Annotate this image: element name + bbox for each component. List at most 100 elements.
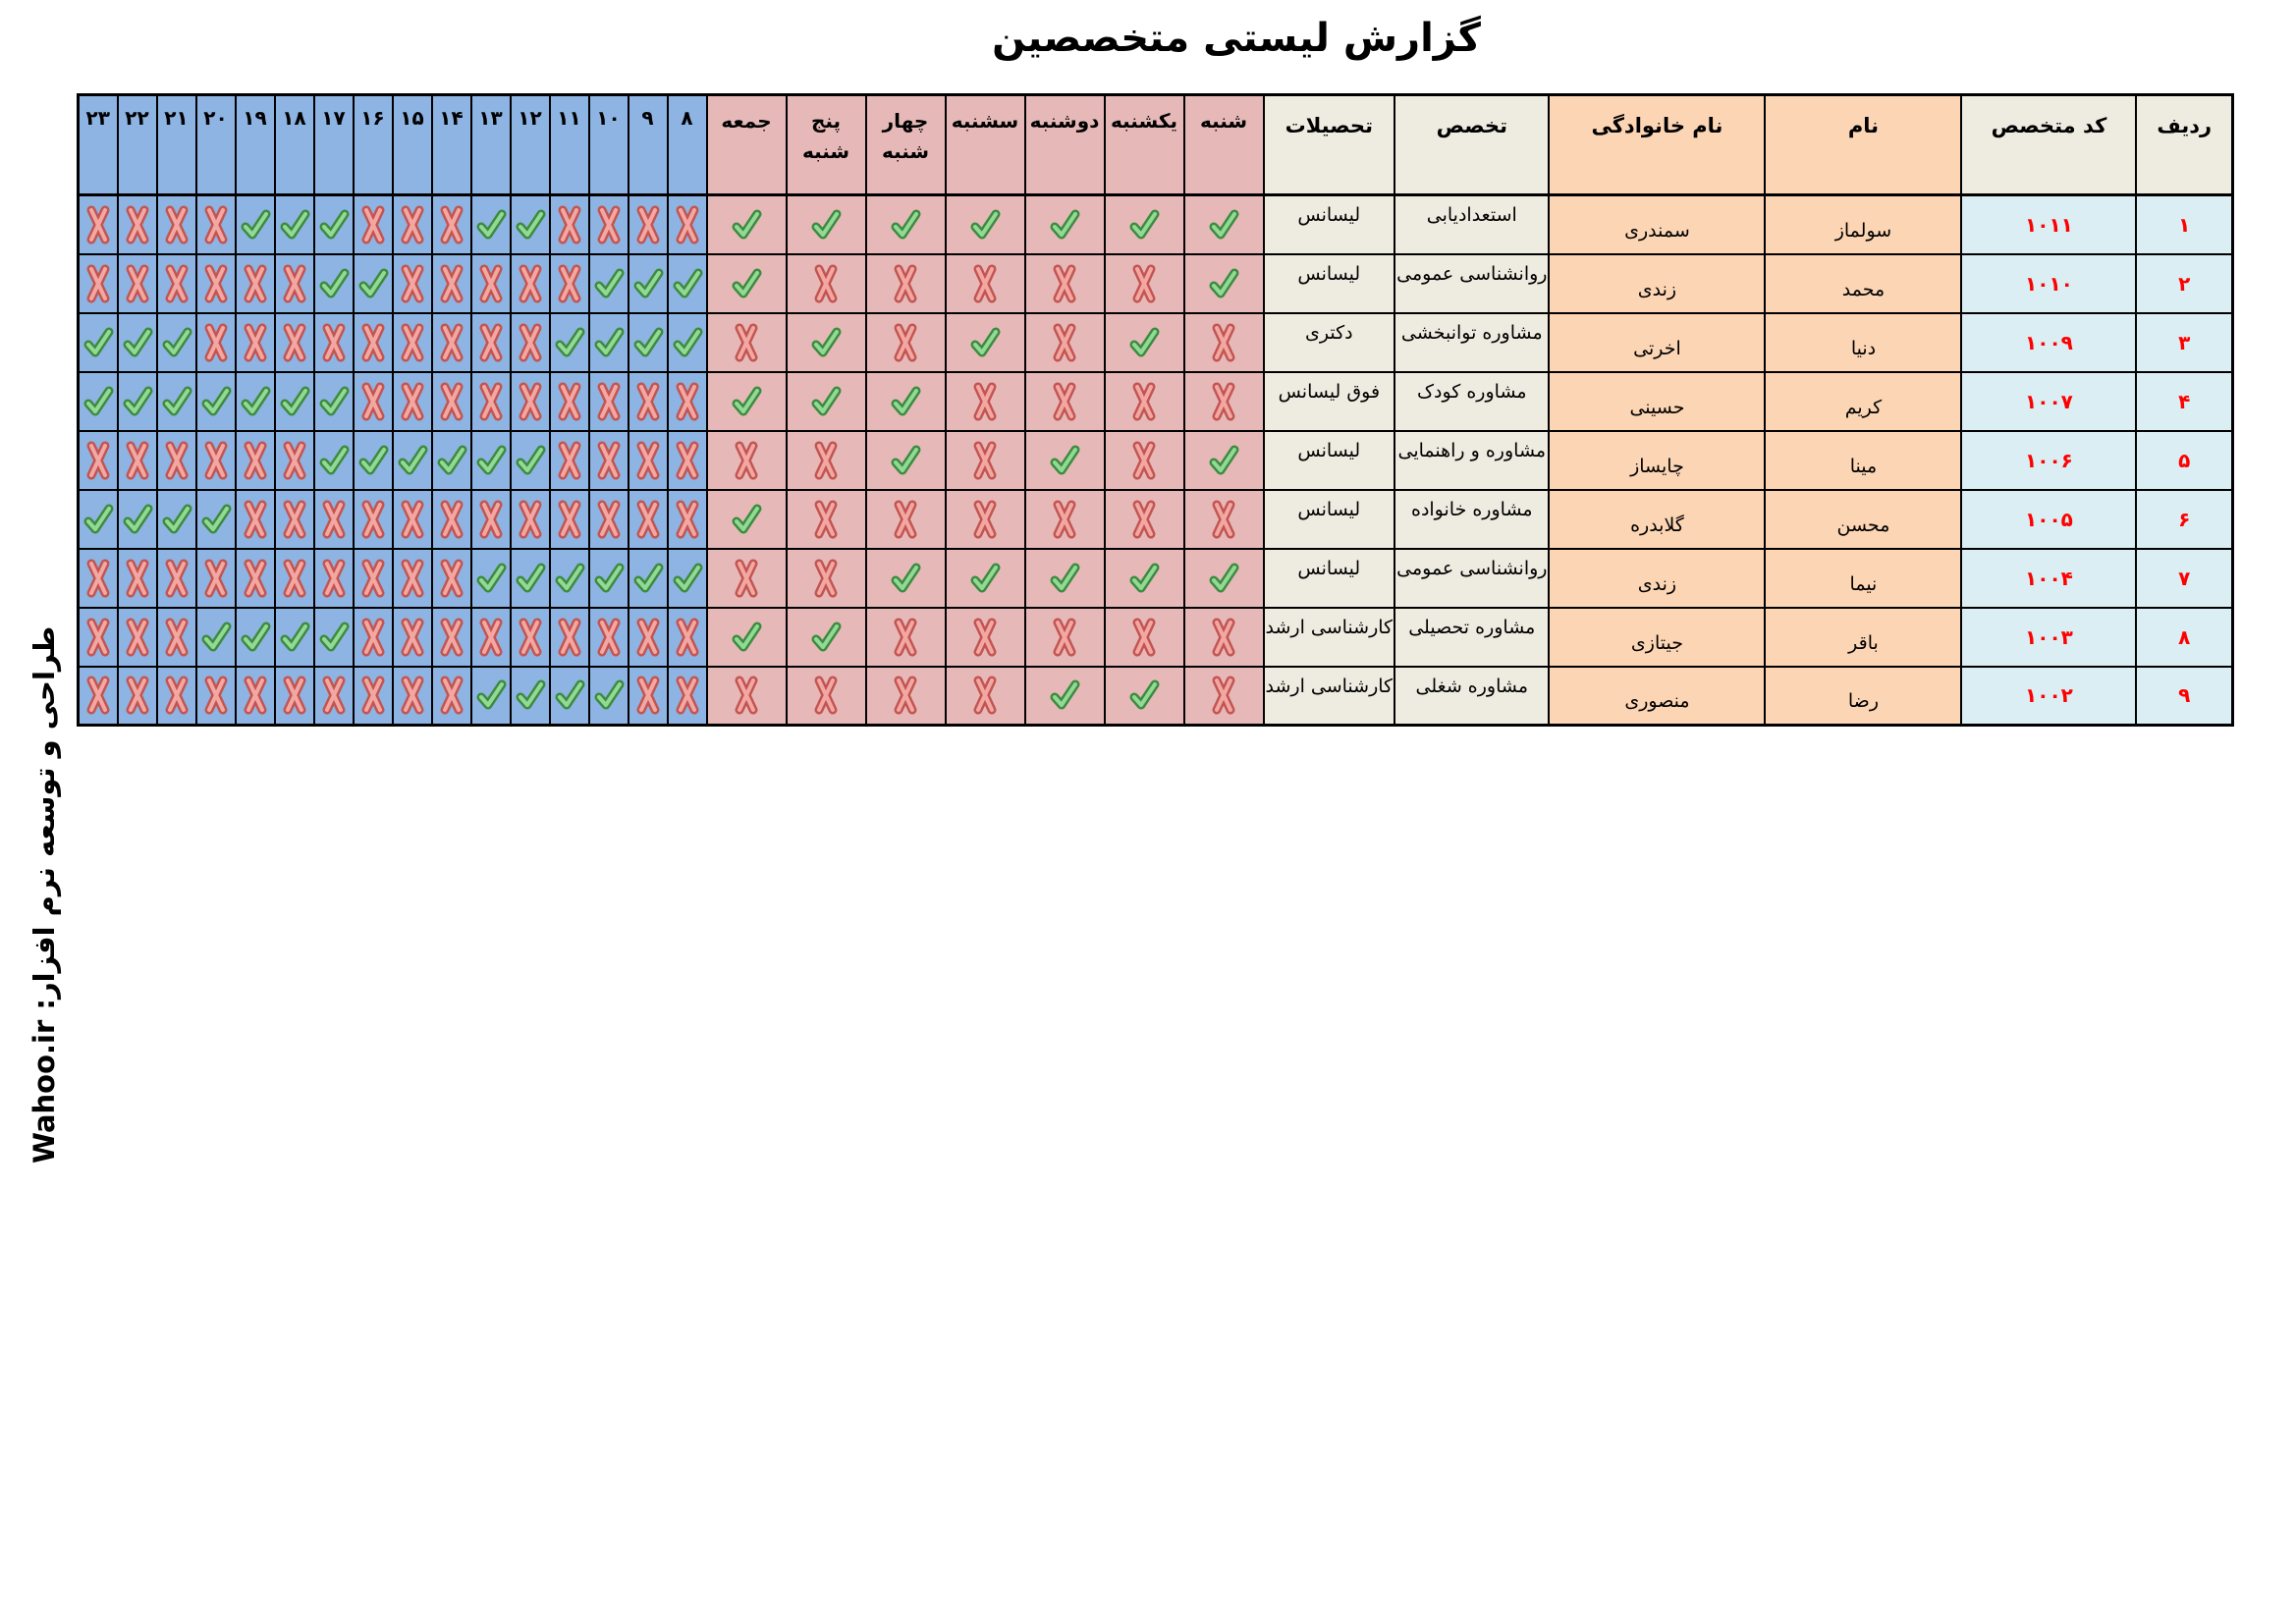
check-icon — [673, 268, 702, 298]
first-name-cell: نیما — [1764, 547, 1963, 609]
hour-availability-cell — [627, 665, 669, 727]
day-availability-cell — [1182, 665, 1265, 727]
cross-icon — [558, 264, 580, 302]
check-icon — [1209, 563, 1239, 592]
hour-column-header: ۱۶ — [352, 93, 394, 196]
hour-availability-cell — [116, 665, 158, 727]
check-icon — [970, 209, 1001, 240]
day-availability-cell — [1103, 606, 1185, 668]
hour-availability-cell — [391, 488, 433, 550]
specialists-report-table: ردیف کد متخصص نام نام خانوادگی تخصص تحصی… — [77, 93, 2234, 727]
first-name-cell: کریم — [1764, 370, 1963, 432]
cross-icon — [735, 676, 758, 715]
row-index-cell: ۳ — [2135, 311, 2234, 373]
hour-availability-cell — [430, 488, 472, 550]
day-availability-cell — [785, 606, 867, 668]
cross-icon — [973, 264, 997, 302]
hour-availability-cell — [509, 311, 551, 373]
cross-icon — [283, 323, 305, 361]
day-availability-cell — [864, 665, 947, 727]
specialist-code-cell: ۱۰۱۰ — [1960, 252, 2138, 314]
cross-icon — [519, 264, 541, 302]
specialist-row: ۵ ۱۰۰۶ مینا چایساز مشاوره و راهنمایی لیسانس — [77, 429, 2234, 491]
check-icon — [594, 679, 624, 710]
cross-icon — [1132, 264, 1156, 302]
hour-availability-cell — [509, 193, 551, 255]
cross-icon — [361, 382, 384, 420]
cross-icon — [322, 500, 345, 538]
cross-icon — [1132, 500, 1156, 538]
hour-availability-cell — [77, 429, 119, 491]
check-icon — [633, 268, 663, 298]
cross-icon — [401, 676, 423, 715]
check-icon — [83, 386, 114, 415]
day-availability-cell — [1023, 547, 1106, 609]
specialist-code-cell: ۱۰۰۴ — [1960, 547, 2138, 609]
check-icon — [555, 563, 584, 592]
hour-availability-cell — [666, 311, 708, 373]
cross-icon — [244, 264, 266, 302]
hour-availability-cell — [430, 606, 472, 668]
hour-availability-cell — [469, 311, 512, 373]
check-icon — [1129, 679, 1160, 710]
cross-icon — [361, 559, 384, 597]
cross-icon — [401, 382, 423, 420]
hour-availability-cell — [352, 370, 394, 432]
cross-icon — [973, 382, 997, 420]
hour-column-header: ۱۳ — [469, 93, 512, 196]
hour-availability-cell — [391, 606, 433, 668]
hour-availability-cell — [509, 547, 551, 609]
hour-availability-cell — [352, 547, 394, 609]
cross-icon — [361, 676, 384, 715]
hour-column-header: ۱۱ — [548, 93, 590, 196]
hour-column-header: ۹ — [627, 93, 669, 196]
cross-icon — [894, 676, 917, 715]
last-name-cell: منصوری — [1548, 665, 1767, 727]
hour-availability-cell — [116, 606, 158, 668]
day-availability-cell — [1182, 370, 1265, 432]
cross-icon — [86, 264, 110, 302]
cross-icon — [676, 618, 698, 656]
cross-icon — [401, 500, 423, 538]
day-availability-cell — [785, 547, 867, 609]
cross-icon — [636, 676, 659, 715]
cross-icon — [322, 676, 345, 715]
hour-availability-cell — [312, 252, 355, 314]
check-icon — [358, 268, 388, 298]
check-icon — [476, 563, 506, 592]
day-availability-cell — [1103, 429, 1185, 491]
hour-availability-cell — [587, 665, 629, 727]
day-availability-cell — [1023, 193, 1106, 255]
hour-availability-cell — [509, 665, 551, 727]
hour-column-header: ۱۲ — [509, 93, 551, 196]
day-availability-cell — [785, 429, 867, 491]
hour-column-header: ۱۸ — [273, 93, 315, 196]
cross-icon — [283, 559, 305, 597]
cross-icon — [814, 500, 838, 538]
hour-availability-cell — [587, 488, 629, 550]
hour-availability-cell — [273, 429, 315, 491]
cross-icon — [597, 618, 620, 656]
hour-availability-cell — [116, 429, 158, 491]
day-availability-cell — [705, 488, 788, 550]
cross-icon — [558, 382, 580, 420]
hour-availability-cell — [627, 311, 669, 373]
cross-icon — [204, 264, 227, 302]
hour-availability-cell — [77, 252, 119, 314]
hour-availability-cell — [155, 370, 197, 432]
cross-icon — [676, 205, 698, 244]
check-icon — [280, 209, 309, 240]
hour-availability-cell — [587, 252, 629, 314]
day-availability-cell — [1103, 665, 1185, 727]
hour-availability-cell — [509, 252, 551, 314]
hour-column-header: ۱۰ — [587, 93, 629, 196]
check-icon — [358, 445, 388, 474]
check-icon — [476, 445, 506, 474]
hour-availability-cell — [587, 193, 629, 255]
check-icon — [811, 209, 842, 240]
cross-icon — [735, 559, 758, 597]
day-column-header: یکشنبه — [1103, 93, 1185, 196]
check-icon — [476, 209, 506, 240]
day-availability-cell — [1103, 547, 1185, 609]
hour-availability-cell — [352, 429, 394, 491]
